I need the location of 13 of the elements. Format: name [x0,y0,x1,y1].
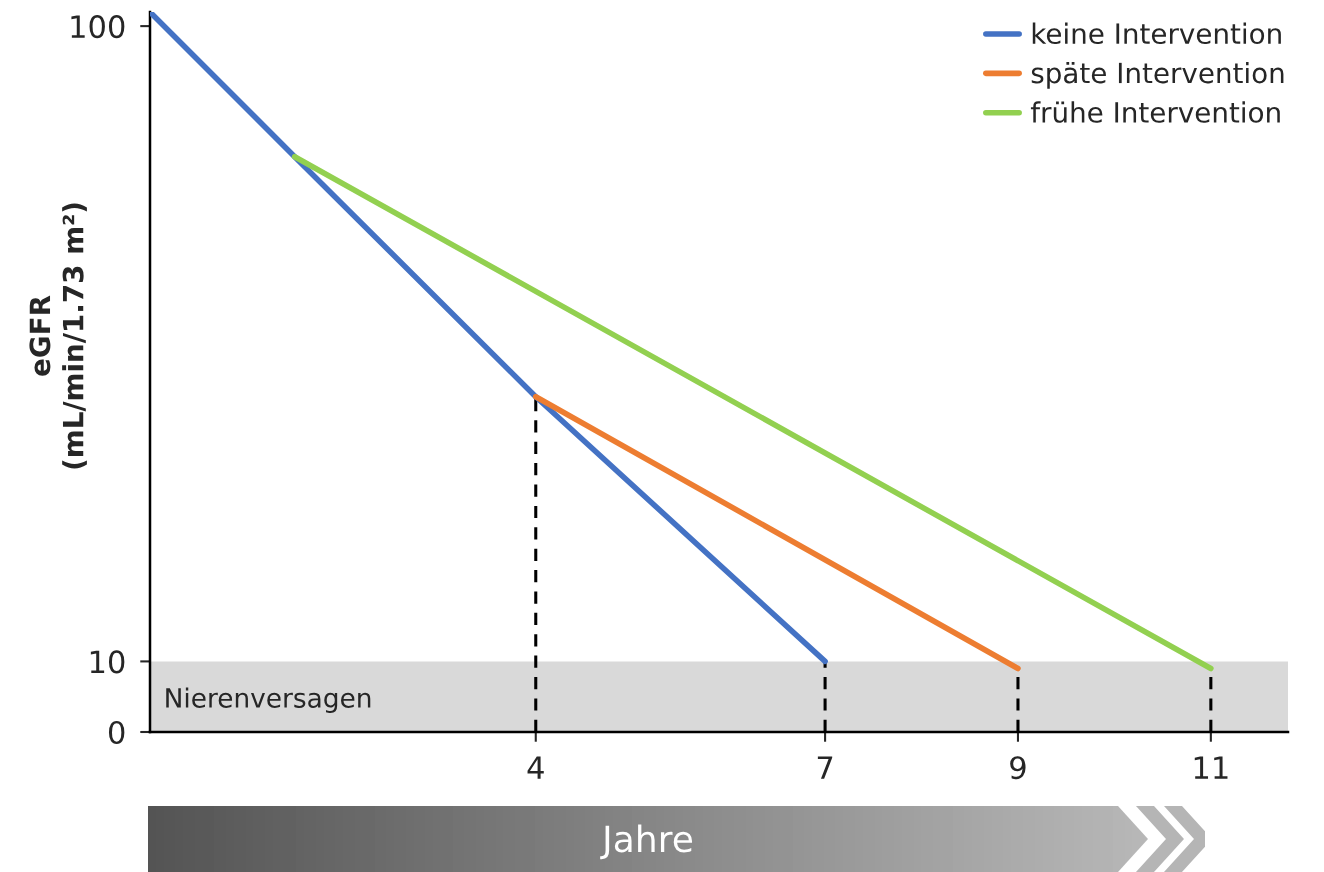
x-tick-label: 7 [817,756,833,779]
legend-label: keine Intervention [1032,22,1281,45]
y-tick-label: 100 [71,15,125,39]
legend-label: späte Intervention [1031,61,1284,89]
band-label: Nierenversagen [166,687,371,714]
x-axis-title: Jahre [600,824,693,860]
x-tick-label: 11 [1194,756,1228,779]
x-tick-label: 4 [527,756,544,779]
y-tick-label: 0 [108,720,125,745]
x-tick-label: 9 [1010,756,1026,780]
legend-label: frühe Intervention [1030,101,1280,123]
y-axis-title: eGFR (mL/min/1.73 m²) [29,203,87,469]
y-tick-label: 10 [90,650,125,674]
